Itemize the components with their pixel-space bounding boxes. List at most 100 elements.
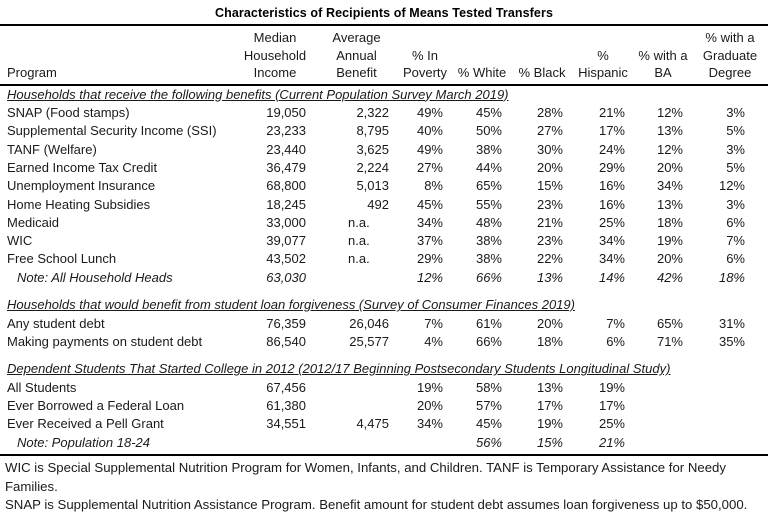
cell-white: 66% bbox=[475, 333, 502, 349]
cell-income: 39,077 bbox=[266, 233, 306, 249]
cell-black: 13% bbox=[536, 269, 563, 285]
cell-grad: 35% bbox=[718, 333, 745, 349]
cell-poverty bbox=[398, 434, 452, 452]
cell-income bbox=[235, 434, 315, 452]
section-header-label: Households that receive the following be… bbox=[7, 86, 509, 102]
cell-grad: 3% bbox=[726, 105, 745, 121]
cell-hispanic: 7% bbox=[606, 315, 625, 331]
cell-income: 19,050 bbox=[266, 105, 306, 121]
column-header-line: % In bbox=[411, 47, 438, 63]
section-header-label: Dependent Students That Started College … bbox=[7, 361, 671, 377]
cell-poverty: 7% bbox=[424, 315, 443, 331]
column-header-line: BA bbox=[654, 65, 672, 80]
cell-hispanic: 19% bbox=[598, 379, 625, 395]
cell-grad: 3% bbox=[726, 196, 745, 212]
cell-hispanic: 17% bbox=[598, 123, 625, 139]
column-header-line: Household bbox=[243, 47, 307, 63]
cell-benefit: 2,322 bbox=[356, 105, 389, 121]
transfers-table: Program Median Household Income Average Annua… bbox=[0, 26, 768, 452]
column-header-line: % with a bbox=[705, 30, 755, 45]
cell-grad: 3% bbox=[726, 141, 745, 157]
cell-program: Medicaid bbox=[7, 214, 60, 230]
footnote-line: SNAP is Supplemental Nutrition Assistanc… bbox=[5, 497, 748, 513]
table-row: WIC 39,077 n.a. 37% 38% 23% 34% 19% 7% bbox=[0, 232, 768, 250]
cell-grad: 6% bbox=[726, 214, 745, 230]
table-row: Free School Lunch 43,502 n.a. 29% 38% 22% 34% 2… bbox=[0, 250, 768, 268]
spacer-cell bbox=[0, 287, 768, 296]
cell-hispanic: 25% bbox=[598, 416, 625, 432]
cell-black: 13% bbox=[536, 379, 563, 395]
cell-program: Note: Population 18-24 bbox=[17, 434, 150, 450]
table-row: Unemployment Insurance 68,800 5,013 8% 65% 15… bbox=[0, 177, 768, 195]
cell-income: 43,502 bbox=[266, 251, 306, 267]
cell-income: 23,233 bbox=[266, 123, 306, 139]
cell-income: 34,551 bbox=[266, 416, 306, 432]
cell-program: Ever Borrowed a Federal Loan bbox=[7, 398, 185, 414]
cell-grad: 18% bbox=[718, 269, 745, 285]
cell-program: Free School Lunch bbox=[7, 251, 117, 267]
cell-income: 63,030 bbox=[266, 269, 306, 285]
cell-ba: 20% bbox=[656, 159, 683, 175]
table-row: Any student debt 76,359 26,046 7% 61% 20% 7% 65… bbox=[0, 315, 768, 333]
cell-white: 45% bbox=[475, 105, 502, 121]
cell-white: 44% bbox=[475, 159, 502, 175]
cell-poverty: 49% bbox=[416, 141, 443, 157]
table-row: Home Heating Subsidies 18,245 492 45% 55% 23%… bbox=[0, 196, 768, 214]
cell-benefit bbox=[315, 269, 398, 287]
cell-benefit: 492 bbox=[367, 196, 389, 212]
column-header-line: Average bbox=[332, 30, 381, 45]
section-header-cell: Households that would benefit from stude… bbox=[0, 296, 768, 315]
cell-benefit: 4,475 bbox=[356, 416, 389, 432]
cell-hispanic: 21% bbox=[598, 105, 625, 121]
cell-poverty: 34% bbox=[416, 416, 443, 432]
cell-ba bbox=[634, 434, 692, 452]
cell-program: SNAP (Food stamps) bbox=[7, 105, 130, 121]
cell-white: 38% bbox=[475, 251, 502, 267]
note-row: Note: All Household Heads 63,030 12% 66% 13%… bbox=[0, 269, 768, 287]
cell-program: Home Heating Subsidies bbox=[7, 196, 151, 212]
table-row: All Students 67,456 19% 58% 13% 19% bbox=[0, 379, 768, 397]
cell-poverty: 4% bbox=[424, 333, 443, 349]
cell-hispanic: 17% bbox=[598, 398, 625, 414]
cell-grad: 12% bbox=[718, 178, 745, 194]
cell-ba: 65% bbox=[656, 315, 683, 331]
cell-ba: 34% bbox=[656, 178, 683, 194]
header-row: Program Median Household Income Average Annua… bbox=[0, 26, 768, 86]
cell-program: Earned Income Tax Credit bbox=[7, 159, 158, 175]
table-row: Supplemental Security Income (SSI) 23,233… bbox=[0, 122, 768, 140]
cell-ba bbox=[634, 397, 692, 415]
cell-benefit bbox=[315, 397, 398, 415]
section-header-cell: Households that receive the following be… bbox=[0, 85, 768, 105]
cell-white: 50% bbox=[475, 123, 502, 139]
column-header-line: % with a bbox=[638, 47, 688, 63]
cell-poverty: 12% bbox=[416, 269, 443, 285]
cell-hispanic: 14% bbox=[598, 269, 625, 285]
cell-white: 45% bbox=[475, 416, 502, 432]
footnote-line: WIC is Special Supplemental Nutrition Pr… bbox=[5, 460, 726, 494]
cell-income: 23,440 bbox=[266, 141, 306, 157]
cell-ba: 20% bbox=[656, 251, 683, 267]
cell-program: TANF (Welfare) bbox=[7, 141, 97, 157]
cell-poverty: 27% bbox=[416, 159, 443, 175]
cell-benefit: 25,577 bbox=[349, 333, 389, 349]
cell-poverty: 19% bbox=[416, 379, 443, 395]
cell-black: 20% bbox=[536, 315, 563, 331]
cell-program: Making payments on student debt bbox=[7, 333, 203, 349]
cell-black: 23% bbox=[536, 233, 563, 249]
cell-poverty: 40% bbox=[416, 123, 443, 139]
cell-program: All Students bbox=[7, 379, 77, 395]
cell-hispanic: 16% bbox=[598, 196, 625, 212]
cell-benefit bbox=[315, 379, 398, 397]
note-row: Note: Population 18-24 56% 15% 21% bbox=[0, 434, 768, 452]
cell-benefit: n.a. bbox=[348, 214, 370, 230]
cell-black: 17% bbox=[536, 398, 563, 414]
cell-benefit: 3,625 bbox=[356, 141, 389, 157]
cell-ba bbox=[634, 415, 692, 433]
cell-poverty: 45% bbox=[416, 196, 443, 212]
cell-ba: 12% bbox=[656, 141, 683, 157]
cell-grad bbox=[692, 379, 768, 397]
cell-income: 86,540 bbox=[266, 333, 306, 349]
section-header-cell: Dependent Students That Started College … bbox=[0, 360, 768, 379]
cell-ba: 18% bbox=[656, 214, 683, 230]
cell-grad: 5% bbox=[726, 123, 745, 139]
